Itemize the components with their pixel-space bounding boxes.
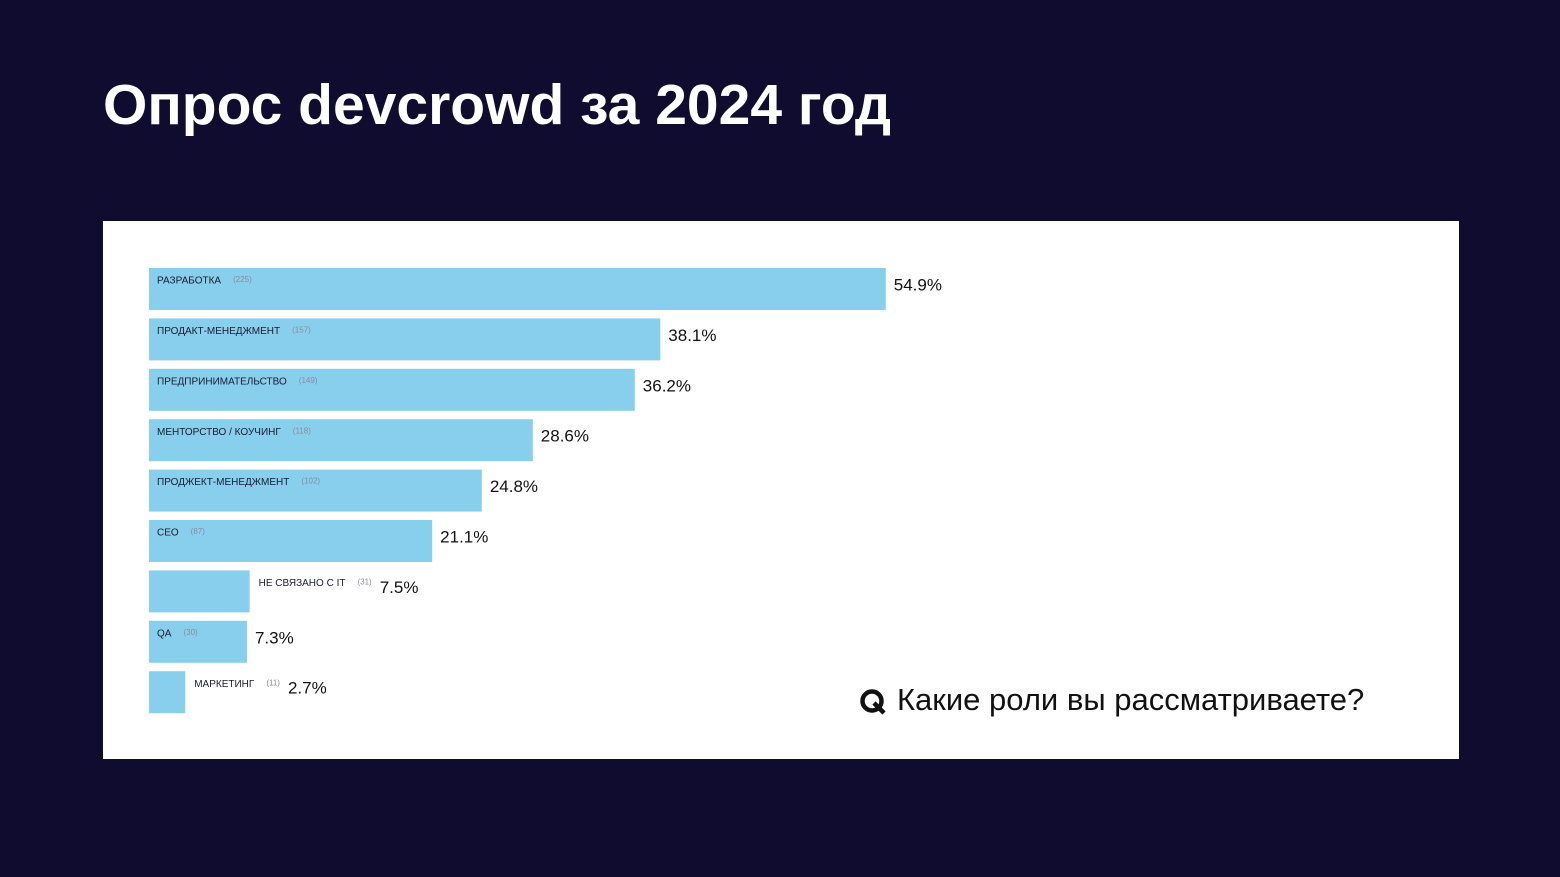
value-label: 36.2% <box>643 376 691 395</box>
count-label: (102) <box>301 477 320 486</box>
category-label: ПРОДАКТ-МЕНЕДЖМЕНТ <box>157 326 280 337</box>
bar <box>149 620 247 663</box>
count-label: (31) <box>357 578 372 587</box>
count-label: (149) <box>299 376 318 385</box>
bar-chart: РАЗРАБОТКА (225) 54.9% ПРОДАКТ-МЕНЕДЖМЕНТ (1… <box>149 268 942 714</box>
icon-tail <box>872 701 886 715</box>
value-label: 38.1% <box>668 326 716 345</box>
count-label: (11) <box>266 678 280 687</box>
question-icon <box>860 689 886 715</box>
slide-title: Опрос devcrowd за 2024 год <box>103 73 891 137</box>
value-label: 7.5% <box>380 578 419 597</box>
count-label: (157) <box>292 326 311 335</box>
bar <box>149 570 250 613</box>
category-label: QA <box>157 628 172 639</box>
count-label: (225) <box>233 275 252 284</box>
category-label: РАЗРАБОТКА <box>157 276 221 287</box>
bar <box>149 318 661 361</box>
value-label: 7.3% <box>255 628 294 647</box>
bar <box>149 268 886 310</box>
bar <box>149 419 533 462</box>
category-label: НЕ СВЯЗАНО С IT <box>259 578 346 589</box>
bar <box>149 368 635 411</box>
category-label: ПРЕДПРИНИМАТЕЛЬСТВО <box>157 376 287 387</box>
value-label: 28.6% <box>541 427 589 446</box>
category-label: CEO <box>157 528 179 539</box>
category-label: МАРКЕТИНГ <box>194 679 255 690</box>
category-label: МЕНТОРСТВО / КОУЧИНГ <box>157 427 281 438</box>
icon-ring <box>860 689 884 713</box>
value-label: 21.1% <box>440 527 488 546</box>
bar <box>149 469 482 512</box>
bar <box>149 671 186 714</box>
category-label: ПРОДЖЕКТ-МЕНЕДЖМЕНТ <box>157 477 289 488</box>
value-label: 24.8% <box>490 477 538 496</box>
count-label: (118) <box>293 426 311 435</box>
count-label: (87) <box>191 527 206 536</box>
value-label: 54.9% <box>894 275 942 294</box>
question-text: Какие роли вы рассматриваете? <box>897 682 1364 717</box>
bar <box>149 520 433 562</box>
count-label: (30) <box>183 628 198 637</box>
value-label: 2.7% <box>288 679 327 698</box>
